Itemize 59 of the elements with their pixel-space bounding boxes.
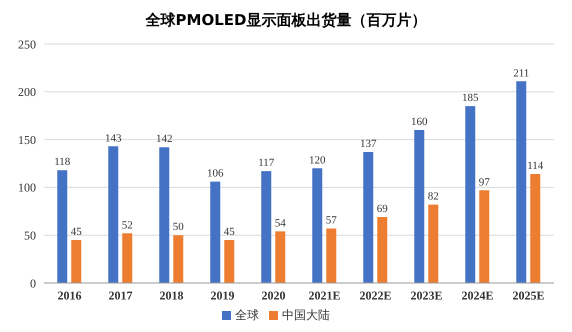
y-tick-label: 250 [18, 37, 36, 52]
x-tick-label: 2016 [58, 288, 82, 303]
bar [71, 240, 82, 283]
bar [159, 147, 170, 283]
bar [224, 240, 234, 283]
bar [275, 231, 286, 283]
data-label: 52 [122, 219, 133, 232]
x-tick-label: 2020 [262, 288, 286, 303]
data-label: 57 [326, 214, 338, 227]
chart-title: 全球PMOLED显示面板出货量（百万片） [144, 10, 428, 31]
y-tick-label: 0 [30, 276, 36, 290]
x-tick-label: 2017 [108, 288, 132, 303]
bar [516, 81, 526, 283]
bar [428, 204, 438, 283]
data-label: 117 [258, 157, 275, 170]
bar [479, 190, 490, 283]
x-tick-label: 2022E [359, 288, 392, 303]
bar [465, 106, 476, 283]
y-tick-label: 100 [18, 180, 36, 195]
bar [122, 233, 132, 283]
data-label: 50 [172, 221, 184, 234]
data-label: 54 [274, 217, 286, 230]
data-label: 45 [70, 226, 82, 238]
data-label: 160 [411, 116, 428, 128]
bar [326, 228, 336, 283]
bar [414, 130, 424, 283]
data-label: 185 [462, 92, 480, 104]
y-tick-label: 200 [18, 85, 36, 100]
bar [108, 146, 118, 283]
x-tick-label: 2019 [210, 288, 234, 303]
bar [261, 171, 272, 283]
data-label: 143 [105, 132, 122, 144]
data-label: 82 [428, 190, 439, 203]
data-label: 106 [207, 168, 224, 180]
x-tick-label: 2024E [461, 288, 494, 303]
bar [173, 235, 184, 283]
legend-label: 全球 [235, 308, 259, 322]
data-label: 114 [527, 160, 544, 172]
x-tick-label: 2023E [410, 288, 443, 303]
bar [530, 174, 540, 283]
data-label: 118 [54, 156, 71, 168]
bar [312, 168, 322, 283]
x-tick-label: 2018 [160, 288, 184, 303]
data-label: 45 [224, 226, 236, 238]
data-label: 137 [360, 138, 378, 150]
data-label: 69 [376, 203, 388, 216]
data-label: 211 [513, 67, 530, 80]
data-label: 142 [156, 133, 173, 146]
data-label: 120 [309, 154, 326, 166]
data-label: 97 [478, 176, 490, 188]
y-tick-label: 150 [18, 132, 36, 147]
x-tick-label: 2021E [308, 288, 341, 303]
bar [377, 217, 388, 283]
bar [57, 170, 68, 283]
bar [363, 152, 374, 283]
x-tick-label: 2025E [512, 288, 545, 303]
legend-label: 中国大陆 [282, 308, 330, 322]
bar [210, 182, 220, 283]
y-tick-label: 50 [24, 228, 36, 242]
